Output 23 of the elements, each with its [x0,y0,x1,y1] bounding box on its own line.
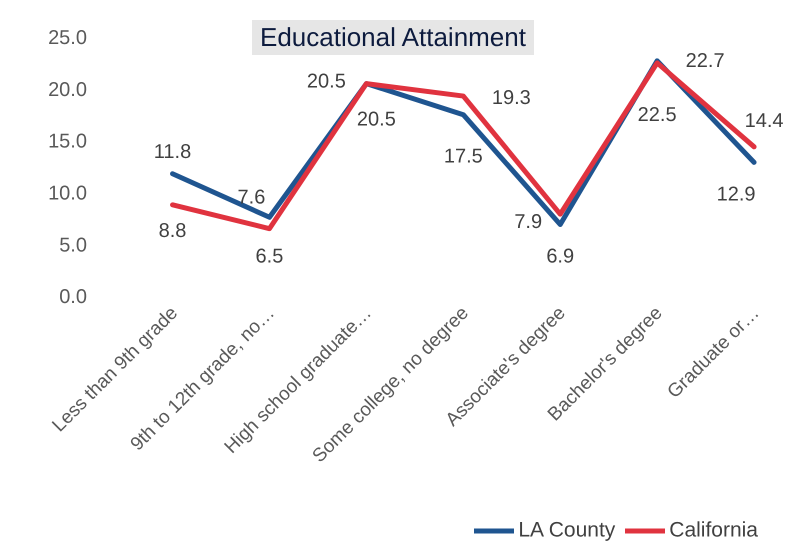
data-label: 11.8 [154,140,192,163]
data-label: 8.8 [158,220,186,242]
data-label: 14.4 [744,110,784,132]
y-tick-label: 5.0 [59,234,87,256]
data-label: 7.9 [514,211,542,234]
data-label: 22.7 [686,50,725,72]
chart-title: Educational Attainment [252,20,534,55]
y-tick-label: 25.0 [48,27,87,50]
data-label: 6.5 [256,246,284,268]
data-label: 22.5 [638,104,677,126]
legend-label: California [669,518,758,542]
y-tick-label: 20.0 [48,78,87,101]
data-label: 17.5 [444,146,483,168]
y-tick-label: 0.0 [59,286,87,308]
data-label: 19.3 [492,87,531,110]
data-label: 20.5 [306,70,346,93]
data-label: 12.9 [716,183,756,206]
data-label: 20.5 [356,108,396,131]
legend-label: LA County [518,518,616,542]
y-tick-label: 15.0 [48,130,87,153]
data-label: 7.6 [238,186,266,208]
y-tick-label: 10.0 [48,182,87,204]
data-label: 6.9 [546,246,574,268]
